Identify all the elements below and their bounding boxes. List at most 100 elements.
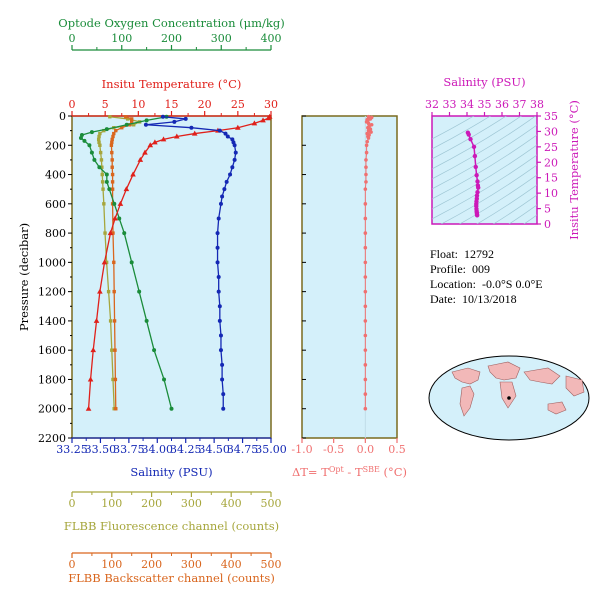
pressure-axis-label: Pressure (decibar)	[17, 223, 31, 331]
delta-point	[363, 202, 368, 206]
backscatter-point	[111, 231, 115, 235]
ts-y-tick-label: 30	[544, 125, 558, 138]
oxygen-tick-label: 200	[161, 32, 182, 45]
location-label: Location:	[430, 277, 476, 291]
delta-point	[363, 289, 368, 294]
salinity-point	[143, 122, 148, 127]
fluorescence-tick-label: 0	[69, 497, 76, 510]
world-map	[428, 355, 590, 441]
backscatter-point	[113, 348, 117, 352]
delta-point	[364, 165, 368, 170]
map-landmass	[547, 401, 567, 415]
fluorescence-point	[108, 115, 112, 119]
ts-y-tick-label: 0	[544, 218, 551, 231]
backscatter-point	[110, 187, 115, 191]
fluorescence-point	[100, 172, 104, 177]
svg-text:Profile:009: Profile: 009	[430, 262, 490, 276]
delta-t-plot: -1.0 -0.5 0.0 0.5 ΔT= TOpt - TSBE (°C)	[291, 114, 407, 480]
salinity-point	[217, 304, 222, 309]
oxygen-point	[144, 118, 149, 123]
ts-x-tick-label: 32	[425, 98, 439, 111]
fluorescence-point	[98, 150, 103, 155]
temperature-tick-label: 25	[231, 98, 245, 111]
oxygen-point	[92, 157, 97, 162]
fluorescence-point	[131, 123, 136, 127]
delta-point	[363, 275, 368, 279]
temperature-line	[87, 116, 271, 409]
fluorescence-point	[102, 128, 106, 133]
delta-point	[364, 158, 368, 162]
pressure-tick-label: 1000	[38, 256, 66, 269]
backscatter-point	[130, 120, 134, 124]
map-landmass	[451, 367, 481, 385]
isopycnal-line	[432, 116, 507, 160]
delta-point	[363, 260, 368, 265]
ts-point	[475, 190, 480, 195]
temperature-tick-label: 15	[165, 98, 179, 111]
salinity-tick-label: 33.25	[56, 443, 88, 456]
delta-point	[366, 121, 371, 126]
ts-plot-frame	[431, 115, 538, 225]
temperature-point	[101, 259, 108, 265]
ts-y-tick-label: 35	[544, 110, 558, 123]
delta-point	[363, 245, 368, 250]
pressure-tick-label: 1400	[38, 315, 66, 328]
isopycnal-line	[432, 154, 537, 220]
temperature-point	[251, 120, 258, 126]
temperature-point	[87, 376, 94, 382]
isopycnal-line	[432, 116, 475, 140]
pressure-tick-label: 0	[59, 110, 66, 123]
backscatter-point	[110, 180, 115, 184]
delta-point	[363, 187, 368, 191]
fluorescence-point	[97, 140, 101, 145]
salinity-tick-label: 34.75	[227, 443, 259, 456]
delta-point	[365, 139, 370, 144]
delta-point	[363, 377, 368, 382]
ts-x-tick-label: 33	[443, 98, 457, 111]
backscatter-tick-label: 0	[69, 558, 76, 571]
backscatter-point	[114, 128, 118, 133]
temperature-point	[123, 186, 130, 192]
temperature-tick-label: 5	[102, 98, 109, 111]
oxygen-tick-label: 400	[261, 32, 282, 45]
salinity-point	[215, 260, 220, 265]
salinity-point	[232, 157, 237, 162]
salinity-point	[220, 194, 225, 199]
delta-x-tick-label: 0.5	[388, 443, 406, 456]
salinity-point	[218, 201, 223, 206]
delta-axis-label: ΔT= TOpt - TSBE (°C)	[292, 465, 407, 480]
temperature-point	[93, 317, 100, 323]
backscatter-tick-label: 300	[181, 558, 202, 571]
delta-point	[363, 392, 368, 396]
fluorescence-point	[98, 143, 102, 147]
fluorescence-tick-label: 200	[141, 497, 162, 510]
fluorescence-point	[111, 377, 115, 382]
oxygen-point	[124, 122, 129, 127]
salinity-point	[215, 231, 220, 236]
ts-point	[474, 173, 479, 178]
pressure-tick-label: 1800	[38, 373, 66, 386]
temperature-point	[152, 139, 158, 145]
profile-label: Profile:	[430, 262, 466, 276]
salinity-point	[223, 131, 228, 136]
fluorescence-point	[104, 260, 109, 265]
salinity-point	[228, 172, 233, 177]
oxygen-tick-label: 0	[69, 32, 76, 45]
pressure-tick-label: 1600	[38, 344, 66, 357]
date-label: Date:	[430, 292, 456, 306]
oxygen-axis-label: Optode Oxygen Concentration (μm/kg)	[58, 16, 284, 30]
oxygen-point	[112, 201, 117, 206]
ts-y-axis-label: Insitu Temperature (°C)	[567, 100, 581, 240]
ts-point	[475, 179, 480, 184]
delta-point	[369, 130, 373, 134]
temperature-point	[160, 136, 167, 142]
temperature-point	[265, 115, 272, 121]
pressure-tick-label: 2000	[38, 403, 66, 416]
fluorescence-point	[126, 117, 130, 121]
svg-text:Float:12792: Float: 12792	[430, 247, 494, 261]
salinity-point	[216, 275, 221, 279]
map-landmass	[459, 385, 475, 417]
float-info-block: Float: 12792 Profile: 009 Location: -0.0°S …	[430, 247, 543, 306]
